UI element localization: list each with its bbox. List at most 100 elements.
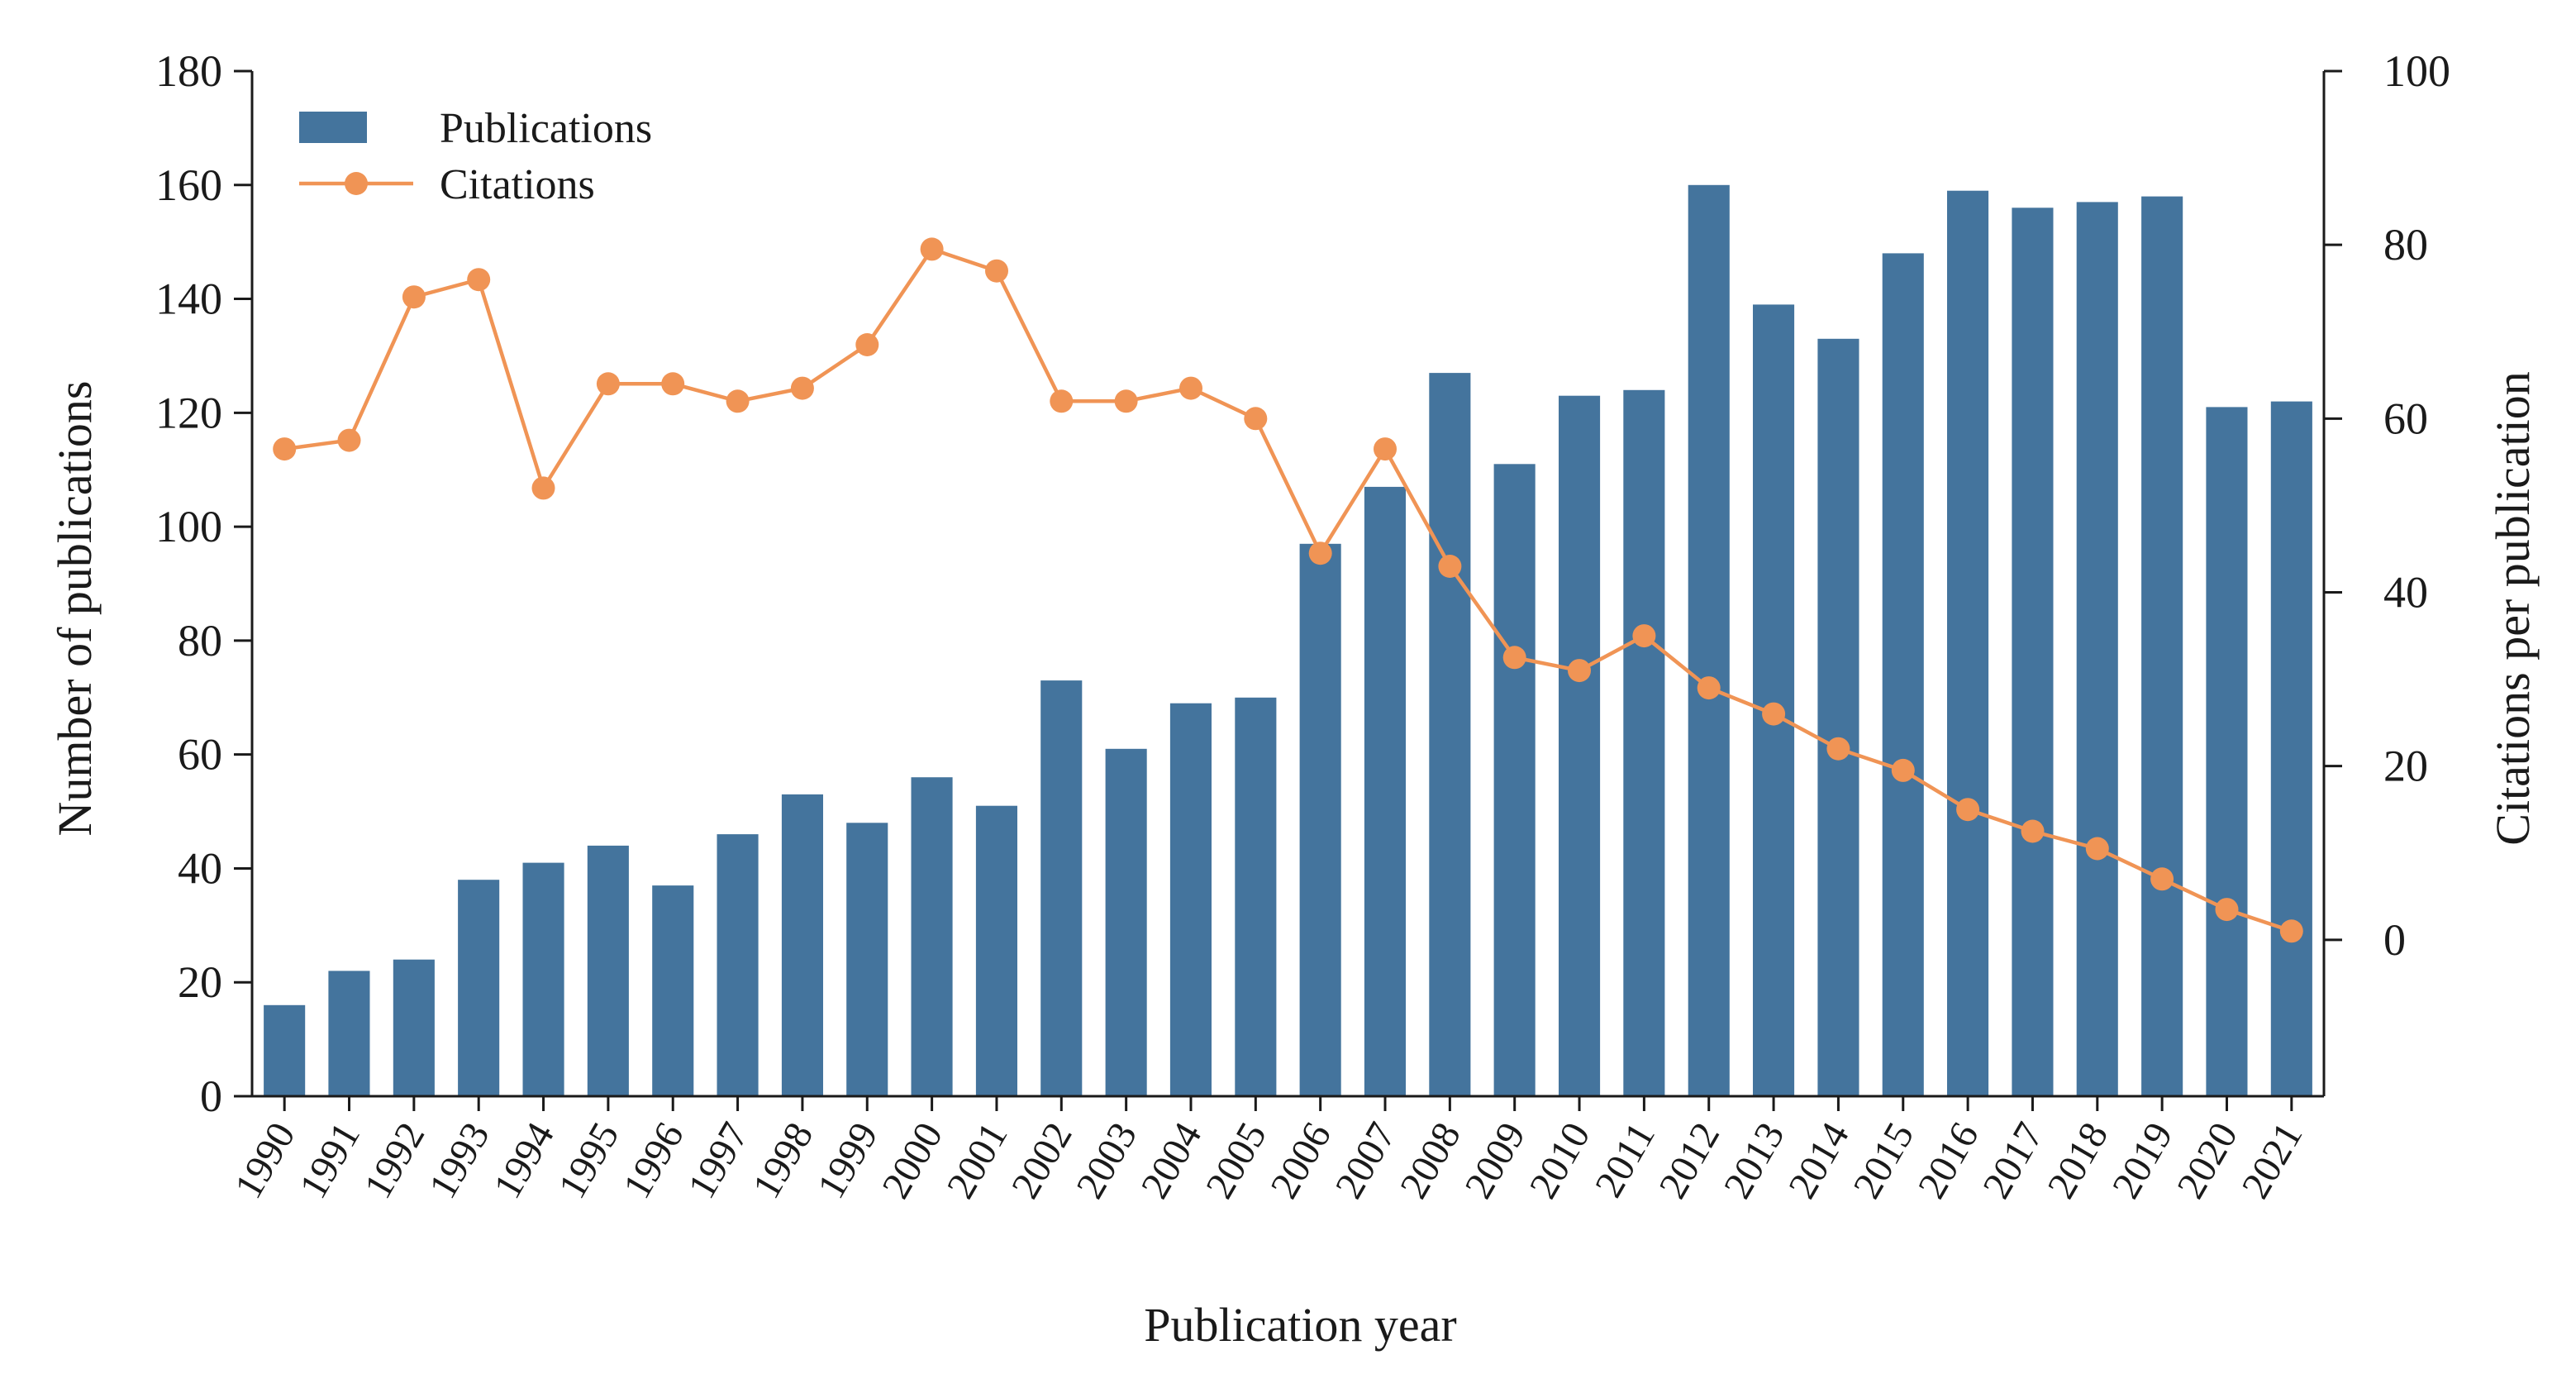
citations-line bbox=[283, 246, 2293, 933]
citations-point-2010 bbox=[1568, 659, 1591, 683]
citations-point-2006 bbox=[1308, 541, 1332, 565]
bar-1992 bbox=[393, 959, 435, 1096]
citations-point-1990 bbox=[273, 437, 297, 461]
citations-point-1995 bbox=[596, 372, 620, 396]
x-tick-label-2019: 2019 bbox=[2104, 1115, 2182, 1206]
x-tick-label-2010: 2010 bbox=[1521, 1115, 1599, 1206]
legend-label-publications: Publications bbox=[440, 105, 652, 152]
bar-1991 bbox=[328, 971, 370, 1096]
y-tick-label-left-180: 180 bbox=[155, 46, 222, 96]
bar-2014 bbox=[1817, 338, 1859, 1096]
x-tick-label-2007: 2007 bbox=[1327, 1115, 1405, 1206]
citations-point-1993 bbox=[467, 268, 491, 292]
citations-point-2013 bbox=[1762, 702, 1786, 726]
bar-2020 bbox=[2206, 407, 2248, 1096]
x-tick-label-2013: 2013 bbox=[1716, 1115, 1793, 1206]
y-tick-label-left-80: 80 bbox=[178, 616, 222, 665]
citations-point-1999 bbox=[855, 333, 879, 356]
y-tick-label-left-40: 40 bbox=[178, 843, 222, 893]
y-tick-label-left-0: 0 bbox=[200, 1071, 222, 1121]
citations-point-1994 bbox=[531, 476, 555, 500]
x-tick-label-2004: 2004 bbox=[1133, 1115, 1211, 1206]
x-tick-label-2000: 2000 bbox=[874, 1115, 951, 1206]
y-tick-label-left-120: 120 bbox=[155, 388, 222, 437]
bar-2011 bbox=[1623, 389, 1665, 1096]
x-tick-label-2018: 2018 bbox=[2039, 1115, 2117, 1206]
bar-1999 bbox=[846, 823, 888, 1096]
bar-2008 bbox=[1429, 373, 1471, 1097]
x-tick-label-2012: 2012 bbox=[1650, 1115, 1728, 1206]
y-tick-label-left-60: 60 bbox=[178, 730, 222, 780]
x-tick-label-1999: 1999 bbox=[809, 1115, 887, 1206]
citations-point-1998 bbox=[790, 376, 814, 400]
citations-point-2011 bbox=[1632, 624, 1656, 648]
y-tick-label-left-100: 100 bbox=[155, 502, 222, 551]
x-tick-label-2002: 2002 bbox=[1003, 1115, 1081, 1206]
citations-point-1996 bbox=[661, 372, 685, 396]
x-tick-label-2020: 2020 bbox=[2169, 1115, 2246, 1206]
bar-2016 bbox=[1947, 190, 1989, 1097]
bar-2000 bbox=[911, 777, 953, 1096]
bar-1996 bbox=[652, 885, 694, 1096]
y-axis-title-left: Number of publications bbox=[48, 381, 102, 837]
citations-point-2021 bbox=[2279, 919, 2303, 943]
legend-swatch-citations-marker bbox=[345, 172, 368, 195]
legend: Publications Citations bbox=[299, 105, 652, 208]
x-tick-label-2021: 2021 bbox=[2233, 1115, 2311, 1206]
citations-point-2020 bbox=[2215, 898, 2239, 922]
y-tick-label-right-20: 20 bbox=[2383, 742, 2428, 791]
y-tick-label-right-100: 100 bbox=[2383, 46, 2450, 96]
x-tick-label-1995: 1995 bbox=[550, 1115, 628, 1206]
citations-point-2001 bbox=[985, 259, 1008, 283]
x-tick-label-2001: 2001 bbox=[939, 1115, 1017, 1206]
bar-2017 bbox=[2012, 208, 2054, 1096]
bar-2018 bbox=[2076, 202, 2118, 1096]
y-tick-label-left-160: 160 bbox=[155, 160, 222, 210]
citations-point-1997 bbox=[726, 389, 750, 413]
bar-1995 bbox=[587, 845, 629, 1096]
citations-point-2015 bbox=[1891, 758, 1915, 782]
x-tick-label-2008: 2008 bbox=[1392, 1115, 1469, 1206]
bar-2013 bbox=[1753, 304, 1795, 1096]
bar-1994 bbox=[522, 862, 564, 1096]
citations-point-2008 bbox=[1438, 555, 1462, 578]
bar-1993 bbox=[458, 880, 500, 1096]
x-tick-label-2006: 2006 bbox=[1262, 1115, 1340, 1206]
x-tick-label-2016: 2016 bbox=[1910, 1115, 1988, 1206]
citations-point-1992 bbox=[402, 285, 426, 309]
y-tick-label-left-140: 140 bbox=[155, 274, 222, 324]
x-tick-label-2005: 2005 bbox=[1198, 1115, 1275, 1206]
bar-2004 bbox=[1169, 703, 1212, 1096]
x-tick-label-1998: 1998 bbox=[745, 1115, 822, 1206]
x-tick-label-1996: 1996 bbox=[615, 1115, 693, 1206]
bar-2021 bbox=[2270, 401, 2312, 1097]
bar-2005 bbox=[1235, 697, 1277, 1096]
bar-2001 bbox=[975, 805, 1017, 1096]
x-tick-label-2003: 2003 bbox=[1068, 1115, 1145, 1206]
x-axis-title: Publication year bbox=[1144, 1298, 1457, 1352]
citations-point-2004 bbox=[1179, 376, 1202, 400]
x-tick-label-2014: 2014 bbox=[1780, 1115, 1858, 1206]
citations-point-2014 bbox=[1826, 737, 1850, 761]
x-tick-label-2009: 2009 bbox=[1456, 1115, 1534, 1206]
bar-2002 bbox=[1040, 680, 1083, 1096]
bar-2007 bbox=[1364, 486, 1406, 1096]
citations-point-2005 bbox=[1244, 407, 1268, 431]
x-tick-label-1993: 1993 bbox=[421, 1115, 498, 1206]
bar-2010 bbox=[1559, 395, 1601, 1096]
x-tick-label-1997: 1997 bbox=[679, 1115, 757, 1206]
y-tick-label-right-80: 80 bbox=[2383, 220, 2428, 270]
y-tick-label-left-20: 20 bbox=[178, 957, 222, 1007]
x-tick-label-1991: 1991 bbox=[291, 1115, 369, 1206]
citations-point-2003 bbox=[1114, 389, 1138, 413]
bar-1997 bbox=[717, 834, 759, 1096]
citations-point-2009 bbox=[1502, 646, 1526, 670]
bar-2009 bbox=[1493, 464, 1536, 1096]
bar-1990 bbox=[264, 1004, 306, 1096]
citations-point-2007 bbox=[1374, 437, 1397, 461]
citations-point-2002 bbox=[1050, 389, 1074, 413]
bar-2019 bbox=[2141, 196, 2183, 1097]
line-series bbox=[273, 237, 2303, 943]
x-tick-label-1990: 1990 bbox=[226, 1115, 304, 1206]
citations-point-2019 bbox=[2150, 867, 2174, 891]
